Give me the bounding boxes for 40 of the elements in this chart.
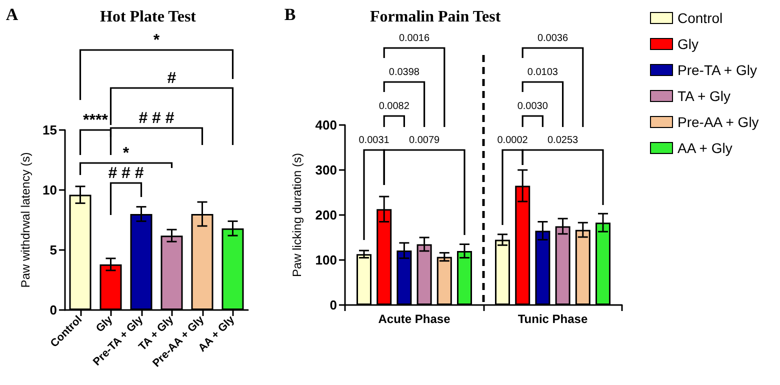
legend-label: TA + Gly (678, 88, 731, 104)
y-tick-label: 10 (42, 182, 57, 198)
annotation: 0.0253 (548, 135, 579, 146)
legend-label: Control (678, 10, 723, 26)
y-tick-label: 100 (315, 252, 337, 268)
legend-label: Gly (678, 36, 698, 52)
y-tick-label: 15 (42, 122, 57, 138)
annotation: 0.0002 (497, 135, 528, 146)
text: * (153, 32, 160, 49)
legend-label: AA + Gly (678, 140, 732, 156)
text: 0.0103 (527, 67, 558, 78)
y-tick-label: 300 (315, 162, 337, 178)
y-axis-title: Paw withdrwal latency (s) (18, 152, 33, 288)
text: **** (83, 112, 109, 129)
annotation: # # # (108, 165, 144, 182)
y-tick-label: 400 (315, 118, 337, 132)
y-tick-label: 0 (330, 298, 337, 312)
text: B (284, 5, 296, 24)
chart-title: Hot Plate Test (100, 8, 197, 26)
text: 0.0082 (378, 101, 410, 112)
annotation: 0.0079 (409, 135, 440, 146)
text: # # # (138, 110, 174, 127)
x-tick-label: Tunic Phase (518, 312, 588, 326)
annotation: 0.0031 (358, 135, 390, 146)
y-tick-label: 200 (315, 208, 337, 222)
text: 0.0016 (398, 33, 430, 44)
text: 0.0030 (517, 101, 548, 112)
legend-label: Pre-AA + Gly (678, 114, 759, 130)
text: 0.0036 (537, 33, 568, 44)
chart-title: Formalin Pain Test (370, 8, 502, 26)
text: # (167, 70, 176, 87)
y-tick-label: 0 (50, 302, 57, 318)
x-tick-label: Acute Phase (378, 312, 451, 326)
legend-label: Pre-TA + Gly (678, 62, 757, 78)
text: 0.0398 (388, 67, 420, 78)
annotation: * (122, 145, 130, 162)
x-tick-label: Gly (94, 313, 116, 335)
y-tick-label: 5 (50, 242, 57, 258)
y-axis-title: Paw licking duration (s) (290, 152, 304, 278)
text: A (6, 5, 19, 24)
